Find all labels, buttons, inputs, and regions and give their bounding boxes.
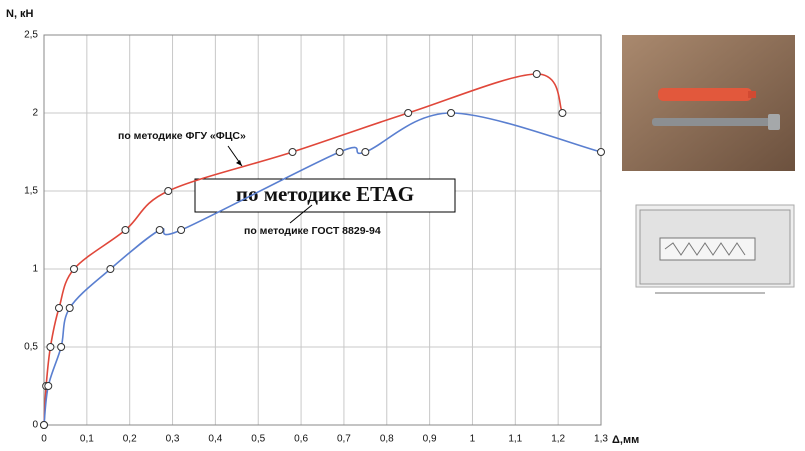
data-point <box>533 71 540 78</box>
y-tick-label: 0 <box>32 420 38 431</box>
y-tick-label: 2,5 <box>24 30 38 41</box>
y-axis-label: N, кН <box>6 8 34 20</box>
photo <box>622 35 795 171</box>
x-tick-label: 0,9 <box>423 434 437 445</box>
data-point <box>41 422 48 429</box>
data-point <box>156 227 163 234</box>
x-tick-label: 1,2 <box>551 434 565 445</box>
data-point <box>107 266 114 273</box>
y-tick-label: 1,5 <box>24 186 38 197</box>
x-tick-label: 0,6 <box>294 434 308 445</box>
data-point <box>405 110 412 117</box>
data-point <box>598 149 605 156</box>
data-point <box>70 266 77 273</box>
data-point <box>122 227 129 234</box>
series-label: по методике ФГУ «ФЦС» <box>118 130 246 142</box>
x-tick-label: 0,3 <box>166 434 180 445</box>
data-point <box>55 305 62 312</box>
x-tick-label: 0,8 <box>380 434 394 445</box>
data-point <box>178 227 185 234</box>
data-point <box>289 149 296 156</box>
x-tick-label: 0,5 <box>251 434 265 445</box>
data-point <box>47 344 54 351</box>
annotation: по методике ETAG <box>236 182 414 206</box>
x-tick-label: 1,3 <box>594 434 608 445</box>
y-tick-label: 2 <box>32 108 38 119</box>
data-point <box>362 149 369 156</box>
x-axis-label: Δ,мм <box>612 434 639 446</box>
data-point <box>165 188 172 195</box>
x-tick-label: 0,4 <box>208 434 222 445</box>
x-tick-label: 0,1 <box>80 434 94 445</box>
x-tick-label: 0,7 <box>337 434 351 445</box>
x-tick-label: 1,1 <box>508 434 522 445</box>
chart: N, кН Δ,мм 0 0,5 1 1,5 2 2,5 0 0,1 0,2 0,3 0,4 0,5 0… <box>0 0 805 451</box>
series-label: по методике ГОСТ 8829-94 <box>244 225 381 237</box>
x-tick-label: 0,2 <box>123 434 137 445</box>
y-tick-label: 1 <box>32 264 38 275</box>
x-tick-label: 1 <box>470 434 476 445</box>
data-point <box>448 110 455 117</box>
y-tick-label: 0,5 <box>24 342 38 353</box>
data-point <box>336 149 343 156</box>
data-point <box>45 383 52 390</box>
schematic <box>636 205 794 293</box>
data-point <box>66 305 73 312</box>
data-point <box>58 344 65 351</box>
x-tick-label: 0 <box>41 434 47 445</box>
data-point <box>559 110 566 117</box>
